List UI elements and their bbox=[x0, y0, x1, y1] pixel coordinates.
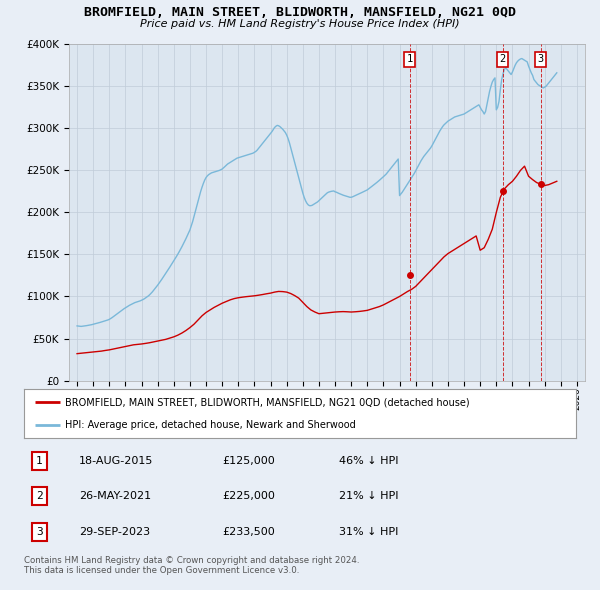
Text: Price paid vs. HM Land Registry's House Price Index (HPI): Price paid vs. HM Land Registry's House … bbox=[140, 19, 460, 29]
Text: BROMFIELD, MAIN STREET, BLIDWORTH, MANSFIELD, NG21 0QD: BROMFIELD, MAIN STREET, BLIDWORTH, MANSF… bbox=[84, 6, 516, 19]
Text: 21% ↓ HPI: 21% ↓ HPI bbox=[338, 491, 398, 501]
Text: 2: 2 bbox=[36, 491, 43, 501]
Text: £233,500: £233,500 bbox=[223, 527, 275, 537]
Text: 3: 3 bbox=[538, 54, 544, 64]
Text: This data is licensed under the Open Government Licence v3.0.: This data is licensed under the Open Gov… bbox=[24, 566, 299, 575]
Text: £225,000: £225,000 bbox=[223, 491, 275, 501]
Text: BROMFIELD, MAIN STREET, BLIDWORTH, MANSFIELD, NG21 0QD (detached house): BROMFIELD, MAIN STREET, BLIDWORTH, MANSF… bbox=[65, 398, 470, 408]
Text: Contains HM Land Registry data © Crown copyright and database right 2024.: Contains HM Land Registry data © Crown c… bbox=[24, 556, 359, 565]
Text: 18-AUG-2015: 18-AUG-2015 bbox=[79, 455, 154, 466]
Text: HPI: Average price, detached house, Newark and Sherwood: HPI: Average price, detached house, Newa… bbox=[65, 419, 356, 430]
Text: £125,000: £125,000 bbox=[223, 455, 275, 466]
Text: 29-SEP-2023: 29-SEP-2023 bbox=[79, 527, 151, 537]
Text: 2: 2 bbox=[500, 54, 506, 64]
Text: 3: 3 bbox=[36, 527, 43, 537]
Text: 31% ↓ HPI: 31% ↓ HPI bbox=[338, 527, 398, 537]
Text: 1: 1 bbox=[407, 54, 413, 64]
Text: 46% ↓ HPI: 46% ↓ HPI bbox=[338, 455, 398, 466]
Text: 26-MAY-2021: 26-MAY-2021 bbox=[79, 491, 151, 501]
Text: 1: 1 bbox=[36, 455, 43, 466]
